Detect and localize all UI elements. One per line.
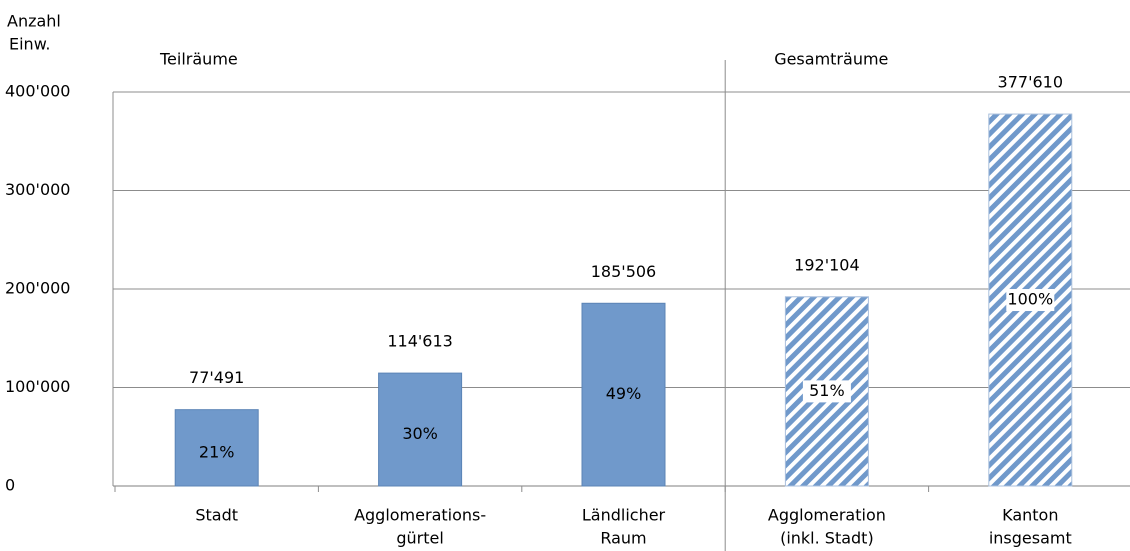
group-label: Teilräume [159, 50, 238, 69]
y-tick-label: 400'000 [5, 82, 70, 101]
group-label: Gesamträume [774, 50, 888, 69]
bar [581, 302, 666, 487]
x-tick-label: gürtel [396, 529, 443, 548]
x-tick-label: Agglomeration [768, 506, 886, 525]
label-background [802, 380, 851, 403]
y-tick-label: 300'000 [5, 180, 70, 199]
x-tick-label: (inkl. Stadt) [780, 529, 874, 548]
y-axis-title: Anzahl [7, 12, 61, 31]
value-label: 377'610 [998, 73, 1063, 92]
percent-label: 21% [199, 442, 235, 461]
value-label: 114'613 [387, 332, 452, 351]
bar [174, 409, 259, 487]
value-label: 77'491 [189, 368, 244, 387]
y-axis-title: Einw. [9, 35, 50, 54]
bar [378, 372, 463, 487]
x-tick-label: Ländlicher [582, 506, 666, 525]
x-tick-label: Raum [600, 529, 646, 548]
percent-label: 100% [1007, 290, 1053, 309]
value-label: 192'104 [794, 255, 859, 274]
percent-label: 51% [809, 381, 845, 400]
x-tick-label: Kanton [1002, 506, 1058, 525]
percent-label: 49% [606, 384, 642, 403]
label-background [1006, 289, 1055, 312]
x-tick-label: Agglomerations- [354, 506, 486, 525]
x-tick-label: Stadt [195, 506, 238, 525]
y-tick-label: 200'000 [5, 279, 70, 298]
x-tick-label: insgesamt [989, 529, 1072, 548]
percent-label: 30% [402, 424, 438, 443]
y-tick-label: 100'000 [5, 377, 70, 396]
value-label: 185'506 [591, 262, 656, 281]
y-tick-label: 0 [5, 476, 15, 495]
